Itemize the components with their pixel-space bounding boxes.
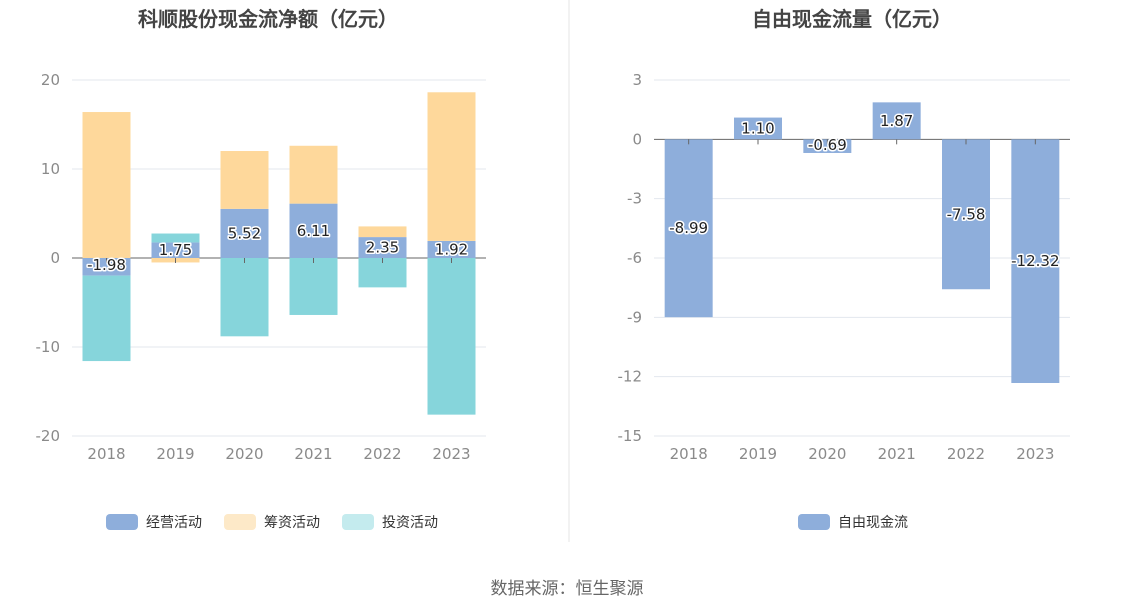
x-tick-label: 2021: [878, 445, 916, 463]
bar-自由现金流-2019: [734, 117, 782, 140]
bar-经营活动-2019: [151, 242, 200, 258]
bar-自由现金流-2020: [803, 139, 852, 153]
data-label: -1.98: [87, 256, 126, 274]
y-tick-label: 3: [632, 71, 642, 89]
data-label: 6.11: [297, 222, 330, 240]
data-label: 1.87: [880, 112, 913, 130]
y-tick-label: -6: [627, 249, 642, 267]
y-tick-label: 10: [41, 160, 60, 178]
data-source-note: 数据来源：恒生聚源: [490, 579, 644, 599]
data-label: 1.75: [159, 241, 192, 259]
y-tick-label: -9: [627, 308, 642, 326]
bar-经营活动-2021: [289, 203, 338, 258]
data-label: -12.32: [1011, 252, 1059, 270]
bar-经营活动-2023: [427, 240, 476, 258]
legend-label-筹资活动: 筹资活动: [264, 514, 320, 531]
legend-swatch-投资活动: [342, 514, 374, 530]
data-label: 5.52: [228, 224, 261, 242]
data-label: 1.92: [435, 240, 468, 258]
bar-投资活动-2018: [82, 275, 131, 362]
y-tick-label: 0: [632, 130, 642, 148]
y-tick-label: -3: [627, 190, 642, 208]
bar-自由现金流-2023: [1011, 139, 1060, 383]
x-tick-label: 2023: [432, 445, 470, 463]
bar-投资活动-2023: [427, 258, 476, 415]
legend-swatch-自由现金流: [798, 514, 830, 530]
bar-自由现金流-2018: [664, 139, 713, 318]
bar-筹资活动-2018: [82, 112, 131, 258]
y-tick-label: -10: [36, 338, 61, 356]
legend-label-投资活动: 投资活动: [382, 515, 438, 531]
bar-筹资活动-2021: [289, 145, 338, 204]
chart-title-2: 自由现金流量（亿元）: [752, 7, 952, 31]
chart-title-1: 科顺股份现金流净额（亿元）: [138, 7, 398, 31]
data-label: 2.35: [366, 239, 399, 257]
bar-投资活动-2020: [220, 258, 269, 337]
x-tick-label: 2019: [739, 445, 777, 463]
bar-投资活动-2021: [289, 258, 338, 315]
x-tick-label: 2019: [156, 445, 194, 463]
x-tick-label: 2021: [294, 445, 332, 463]
x-tick-label: 2022: [947, 445, 985, 463]
y-tick-label: -15: [618, 427, 643, 445]
bar-自由现金流-2021: [872, 102, 921, 140]
y-tick-label: -12: [618, 368, 643, 386]
legend-swatch-经营活动: [106, 514, 138, 530]
x-tick-label: 2022: [363, 445, 401, 463]
data-label: -7.58: [947, 205, 986, 223]
x-tick-label: 2020: [808, 445, 846, 463]
x-tick-label: 2018: [87, 445, 125, 463]
data-label: 1.10: [741, 119, 774, 137]
y-tick-label: -20: [36, 427, 61, 445]
bar-经营活动-2022: [358, 237, 407, 258]
data-label: -0.69: [808, 136, 847, 154]
bar-自由现金流-2022: [942, 139, 990, 290]
x-tick-label: 2018: [670, 445, 708, 463]
legend-label-经营活动: 经营活动: [146, 515, 202, 531]
data-label: -8.99: [669, 219, 708, 237]
legend-swatch-筹资活动: [224, 514, 256, 530]
bar-筹资活动-2023: [427, 92, 476, 241]
legend-label-自由现金流: 自由现金流: [838, 515, 908, 531]
x-tick-label: 2023: [1016, 445, 1054, 463]
bar-筹资活动-2022: [358, 226, 407, 238]
bar-筹资活动-2020: [220, 151, 269, 209]
y-tick-label: 0: [50, 249, 60, 267]
bar-投资活动-2019: [151, 233, 200, 243]
y-tick-label: 20: [41, 71, 60, 89]
bar-经营活动-2018: [82, 258, 131, 276]
bar-经营活动-2020: [220, 208, 269, 258]
x-tick-label: 2020: [225, 445, 263, 463]
